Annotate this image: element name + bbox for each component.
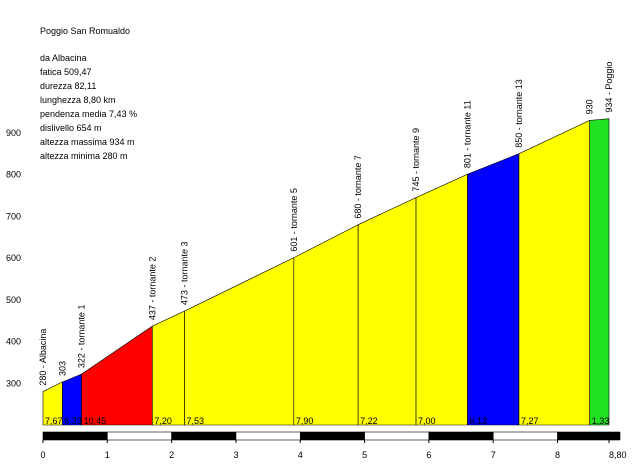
segment-label: 7,27 [521, 416, 539, 426]
km-bar [299, 431, 365, 441]
segment-label: 7,20 [154, 416, 172, 426]
x-tick-label: 5 [362, 450, 367, 460]
point-label: 437 - tornante 2 [147, 257, 157, 321]
y-tick-label: 400 [6, 337, 21, 347]
x-tick-label: 8,80 [609, 450, 627, 460]
point-label: 801 - tornante 11 [463, 100, 473, 168]
info-line: lunghezza 8,80 km [40, 95, 116, 105]
y-tick-label: 500 [6, 295, 21, 305]
x-tick-label: 0 [40, 450, 45, 460]
km-bar [107, 431, 172, 441]
info-line: durezza 82,11 [40, 81, 96, 91]
y-tick-label: 700 [6, 211, 21, 221]
segment-label: 7,22 [360, 416, 378, 426]
segment [152, 310, 185, 426]
segment-label: 7,53 [187, 416, 205, 426]
km-bar [428, 431, 494, 441]
x-tick-label: 2 [169, 450, 174, 460]
y-tick-label: 600 [6, 253, 21, 263]
segment [518, 119, 591, 426]
km-bar [235, 431, 301, 441]
point-label: 930 [585, 99, 595, 114]
segment-label: 7,67 [45, 416, 63, 426]
segment [184, 257, 295, 426]
y-tick-label: 800 [6, 170, 21, 180]
segment-label: 6,13 [470, 416, 488, 426]
x-tick-label: 7 [491, 450, 496, 460]
segment [293, 224, 359, 426]
chart-title: Poggio San Romualdo [40, 26, 130, 36]
info-line: dislivello 654 m [40, 123, 102, 133]
point-label: 303 [57, 361, 67, 376]
segment [357, 197, 417, 426]
km-bar [364, 431, 430, 441]
info-line: pendenza media 7,43 % [40, 109, 137, 119]
x-tick-label: 8 [555, 450, 560, 460]
info-line: altezza massima 934 m [40, 137, 135, 147]
point-label: 934 - Poggio [604, 62, 614, 113]
point-label: 601 - tornante 5 [289, 188, 299, 252]
x-tick-label: 1 [105, 450, 110, 460]
point-label: 280 - Albacina [38, 329, 48, 386]
info-line: altezza minima 280 m [40, 151, 128, 161]
segment-label: 1,33 [592, 416, 610, 426]
point-label: 850 - tornante 13 [514, 79, 524, 148]
segment-label: 10,45 [84, 416, 107, 426]
km-bar [557, 431, 621, 441]
km-bar [492, 431, 558, 441]
point-label: 745 - tornante 9 [411, 128, 421, 192]
point-label: 322 - tornante 1 [77, 305, 87, 369]
segment [81, 325, 153, 426]
info-line: fatica 509,47 [40, 67, 92, 77]
segment [589, 118, 610, 426]
y-tick-label: 300 [6, 378, 21, 388]
km-bar [171, 431, 237, 441]
segment-label: 7,90 [296, 416, 314, 426]
segment [415, 173, 468, 426]
point-label: 473 - tornante 3 [180, 242, 190, 306]
segment-label: 7,00 [418, 416, 436, 426]
km-bar [42, 431, 108, 441]
point-label: 680 - tornante 7 [353, 155, 363, 219]
y-tick-label: 900 [6, 128, 21, 138]
segment [467, 153, 520, 426]
x-tick-label: 4 [298, 450, 303, 460]
x-tick-label: 3 [233, 450, 238, 460]
x-tick-label: 6 [426, 450, 431, 460]
segment-label: 6,33 [64, 416, 82, 426]
info-line: da Albacina [40, 53, 87, 63]
